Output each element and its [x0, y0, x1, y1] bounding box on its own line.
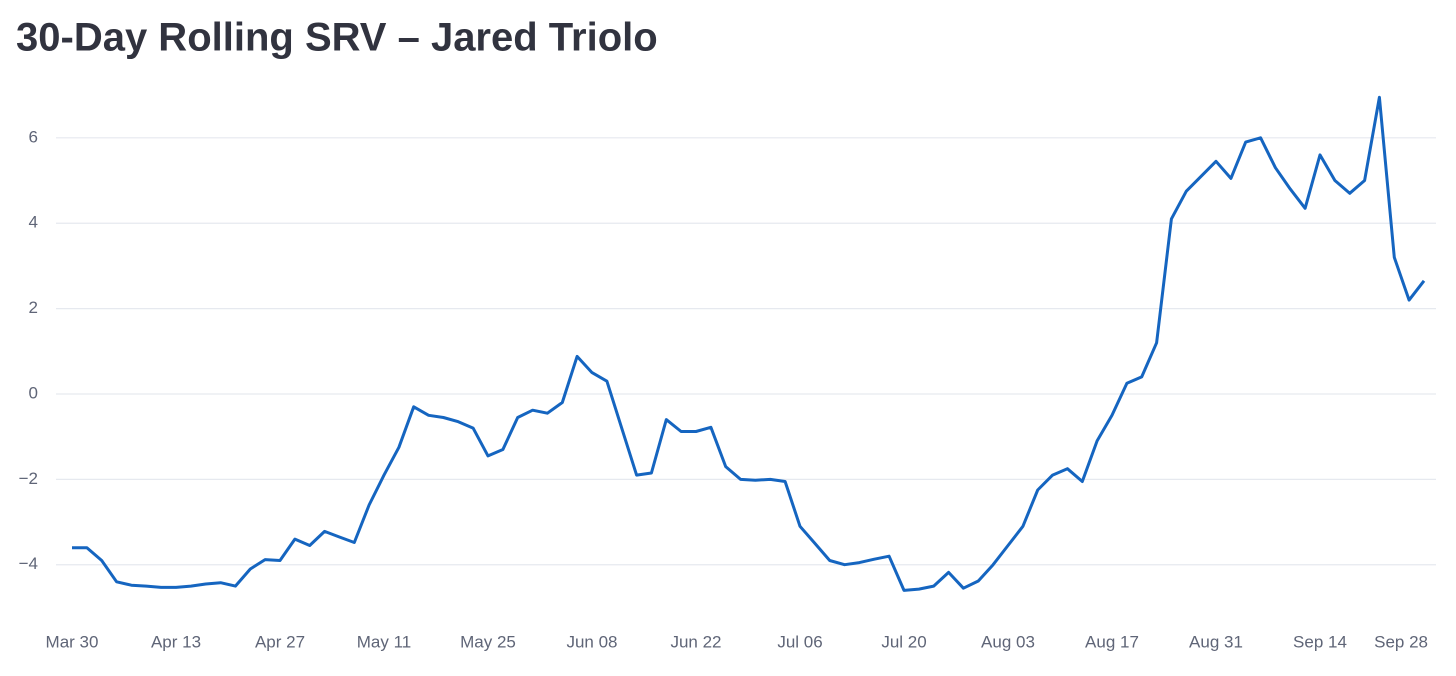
- chart-title: 30-Day Rolling SRV – Jared Triolo: [16, 16, 658, 60]
- y-tick-label: −2: [19, 469, 38, 488]
- x-tick-label: Sep 28: [1374, 632, 1428, 651]
- y-tick-label: −4: [19, 554, 38, 573]
- x-tick-label: Apr 27: [255, 632, 305, 651]
- x-tick-label: May 25: [460, 632, 516, 651]
- x-tick-label: Jul 06: [777, 632, 822, 651]
- y-tick-label: 6: [29, 127, 38, 146]
- x-tick-label: Aug 17: [1085, 632, 1139, 651]
- x-tick-label: May 11: [357, 632, 412, 651]
- x-tick-label: Jul 20: [881, 632, 926, 651]
- y-tick-label: 4: [29, 213, 38, 232]
- x-tick-label: Mar 30: [46, 632, 99, 651]
- x-tick-label: Aug 31: [1189, 632, 1243, 651]
- x-tick-label: Aug 03: [981, 632, 1035, 651]
- y-tick-label: 2: [29, 298, 38, 317]
- y-tick-label: 0: [29, 383, 38, 402]
- x-tick-label: Jun 22: [670, 632, 721, 651]
- x-tick-label: Sep 14: [1293, 632, 1347, 651]
- x-tick-label: Jun 08: [566, 632, 617, 651]
- x-tick-label: Apr 13: [151, 632, 201, 651]
- series-line: [72, 95, 1426, 592]
